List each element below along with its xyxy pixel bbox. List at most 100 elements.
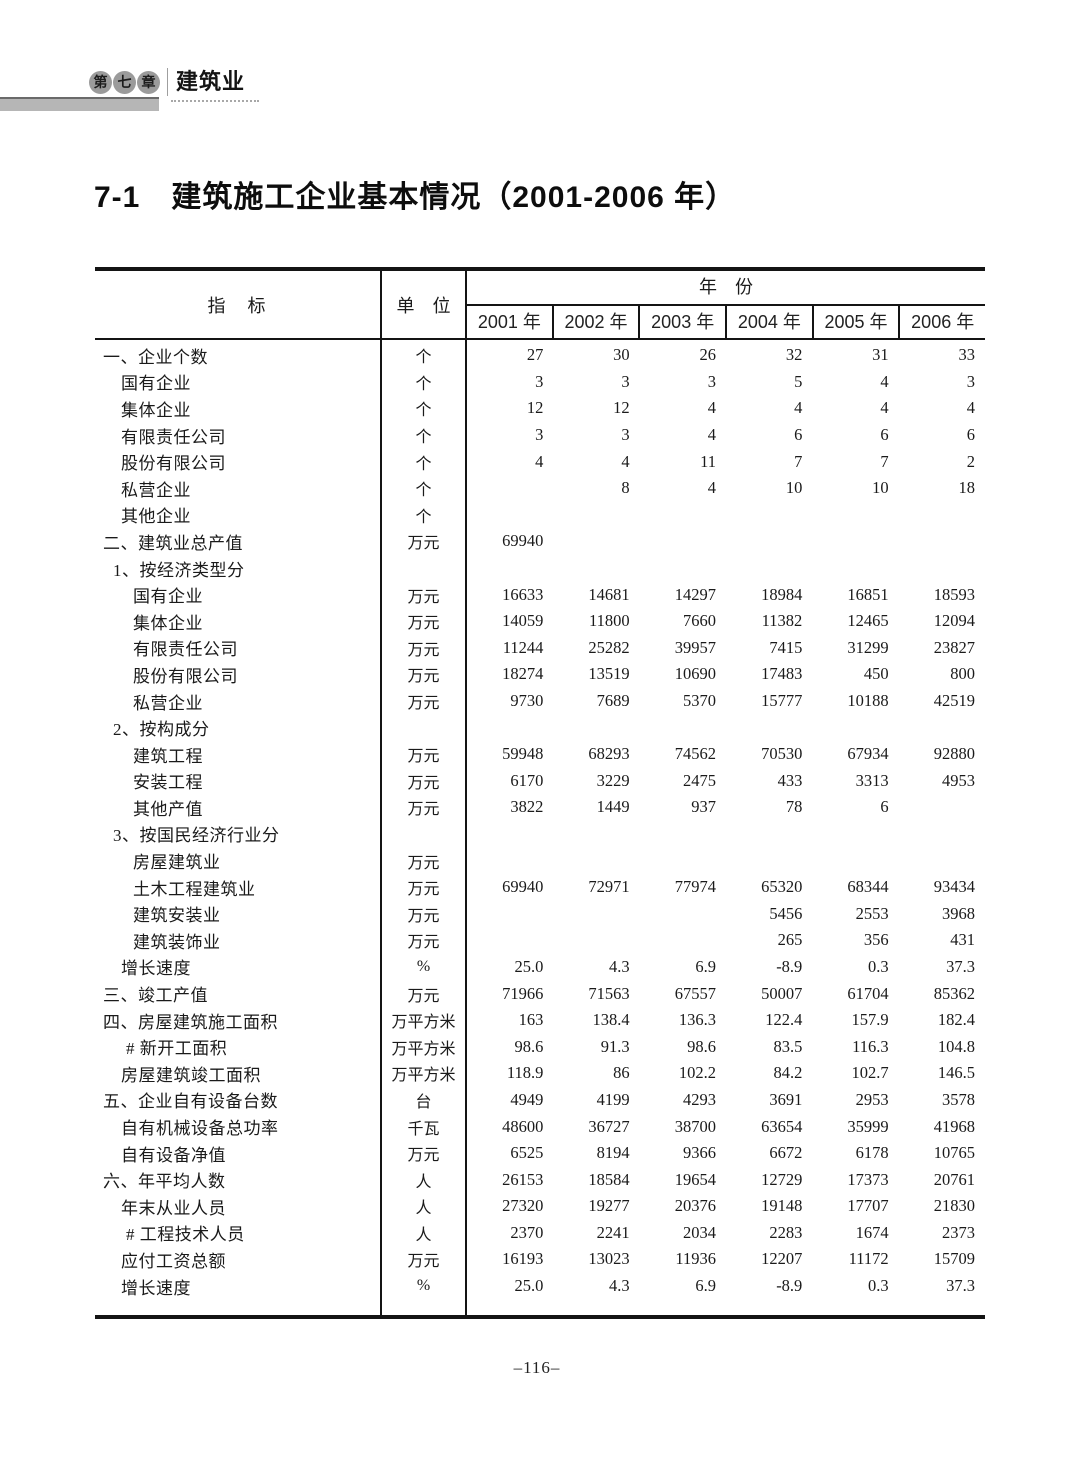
row-value: 50007 [761,983,803,1003]
row-value: 800 [950,664,975,684]
row-value: 265 [777,930,803,950]
row-label: 私营企业 [133,693,203,713]
row-value: 78 [785,797,803,817]
row-value: 19654 [674,1169,716,1189]
row-value: 41968 [933,1116,975,1136]
row-unit: 万元 [407,774,440,792]
row-value: 18984 [761,584,803,604]
row-label: 五、企业自有设备台数 [103,1092,278,1112]
row-label: 自有设备净值 [121,1145,226,1165]
chapter-badge-char-3: 章 [137,70,160,94]
row-value: 11800 [589,611,630,631]
row-label: 建筑安装业 [133,906,221,926]
table-row: 2、按构成分 [95,714,985,741]
row-value: 17707 [847,1196,889,1216]
row-value: 4 [535,451,544,471]
row-unit: 万元 [407,748,440,766]
row-value: 77974 [674,877,716,897]
row-value: 6170 [510,770,544,790]
row-value: 7 [880,451,889,471]
row-unit: 万元 [407,588,440,606]
row-label: 国有企业 [133,587,203,607]
row-value: 6.9 [695,1276,716,1296]
chapter-header-bar [0,97,159,111]
row-value: 8194 [596,1143,630,1163]
row-value: 12094 [933,611,975,631]
header-year-2004: 2004 年 [725,306,812,338]
row-value: 48600 [502,1116,544,1136]
row-value: 4293 [682,1089,716,1109]
row-value: 30 [613,345,630,365]
statistics-table: 指 标 单 位 年 份 2001 年 2002 年 2003 年 2004 年 … [95,267,985,1320]
row-value: 98.6 [514,1036,544,1056]
row-value: 4 [794,398,803,418]
row-value: 4 [707,398,716,418]
row-value: 59948 [502,744,544,764]
row-value: 6525 [510,1143,544,1163]
row-value: 98.6 [687,1036,716,1056]
table-row: 建筑工程 万元 59948 68293 74562 70530 67934 92880 [95,741,985,768]
row-value: 68344 [847,877,889,897]
row-unit: 万元 [407,801,440,819]
row-value: 18 [958,478,975,498]
table-row: 六、年平均人数 人 26153 18584 19654 12729 17373 20761 [95,1166,985,1193]
table-row: # 新开工面积 万平方米 98.6 91.3 98.6 83.5 116.3 104.8 [95,1033,985,1060]
table-row: 3、按国民经济行业分 [95,821,985,848]
row-value: 2953 [855,1089,889,1109]
table-row: 国有企业 个 3 3 3 5 4 3 [95,369,985,396]
row-value: 3 [535,425,544,445]
row-value: 102.2 [678,1063,716,1083]
row-value: 35999 [847,1116,889,1136]
row-value: 20376 [674,1196,716,1216]
row-value: 67934 [847,744,889,764]
row-value: 14297 [674,584,716,604]
row-value: 10188 [847,691,889,711]
row-value: 14059 [502,611,544,631]
row-value: 6 [880,797,889,817]
row-value: 10 [872,478,889,498]
row-value: 61704 [847,983,889,1003]
table-row: 二、建筑业总产值 万元 69940 [95,528,985,555]
row-value: 431 [950,930,975,950]
header-year-2003: 2003 年 [638,306,725,338]
table-row: 其他产值 万元 3822 1449 937 78 6 [95,794,985,821]
row-value: 84.2 [773,1063,803,1083]
table-row: 私营企业 万元 9730 7689 5370 15777 10188 42519 [95,688,985,715]
row-value: 12207 [761,1249,803,1269]
row-value: 10690 [674,664,716,684]
table-row: 建筑安装业 万元 5456 2553 3968 [95,900,985,927]
unit-column-right-border [465,271,467,1316]
row-value: 13519 [588,664,630,684]
row-unit: 个 [415,429,432,447]
row-label: 其他产值 [133,799,203,819]
row-value: 116.3 [852,1036,889,1056]
row-unit: 人 [415,1226,432,1244]
row-value: 23827 [933,637,975,657]
row-value: 6 [966,425,975,445]
row-value: 71563 [588,983,630,1003]
row-value: 12465 [847,611,889,631]
row-value: 19148 [761,1196,803,1216]
row-label: 年末从业人员 [121,1198,226,1218]
row-value: 356 [863,930,889,950]
row-value: -8.9 [776,956,803,976]
row-value: 8 [621,478,630,498]
row-label: 六、年平均人数 [103,1172,226,1192]
table-row: 土木工程建筑业 万元 69940 72971 77974 65320 68344 9343… [95,874,985,901]
row-value: 1449 [596,797,630,817]
row-value: 157.9 [851,1010,889,1030]
table-row: 增长速度 % 25.0 4.3 6.9 -8.9 0.3 37.3 [95,954,985,981]
row-value: 4 [880,398,889,418]
row-value: 2 [966,451,975,471]
row-unit: 个 [415,402,432,420]
row-value: 67557 [674,983,716,1003]
unit-column-left-border [380,271,382,1316]
row-label: 土木工程建筑业 [133,879,256,899]
row-unit: 人 [415,1200,432,1218]
row-value: 85362 [933,983,975,1003]
header-unit: 单 位 [396,295,451,316]
row-value: 7689 [596,691,630,711]
row-value: 69940 [502,877,544,897]
row-value: 71966 [502,983,544,1003]
row-label: 安装工程 [133,773,203,793]
